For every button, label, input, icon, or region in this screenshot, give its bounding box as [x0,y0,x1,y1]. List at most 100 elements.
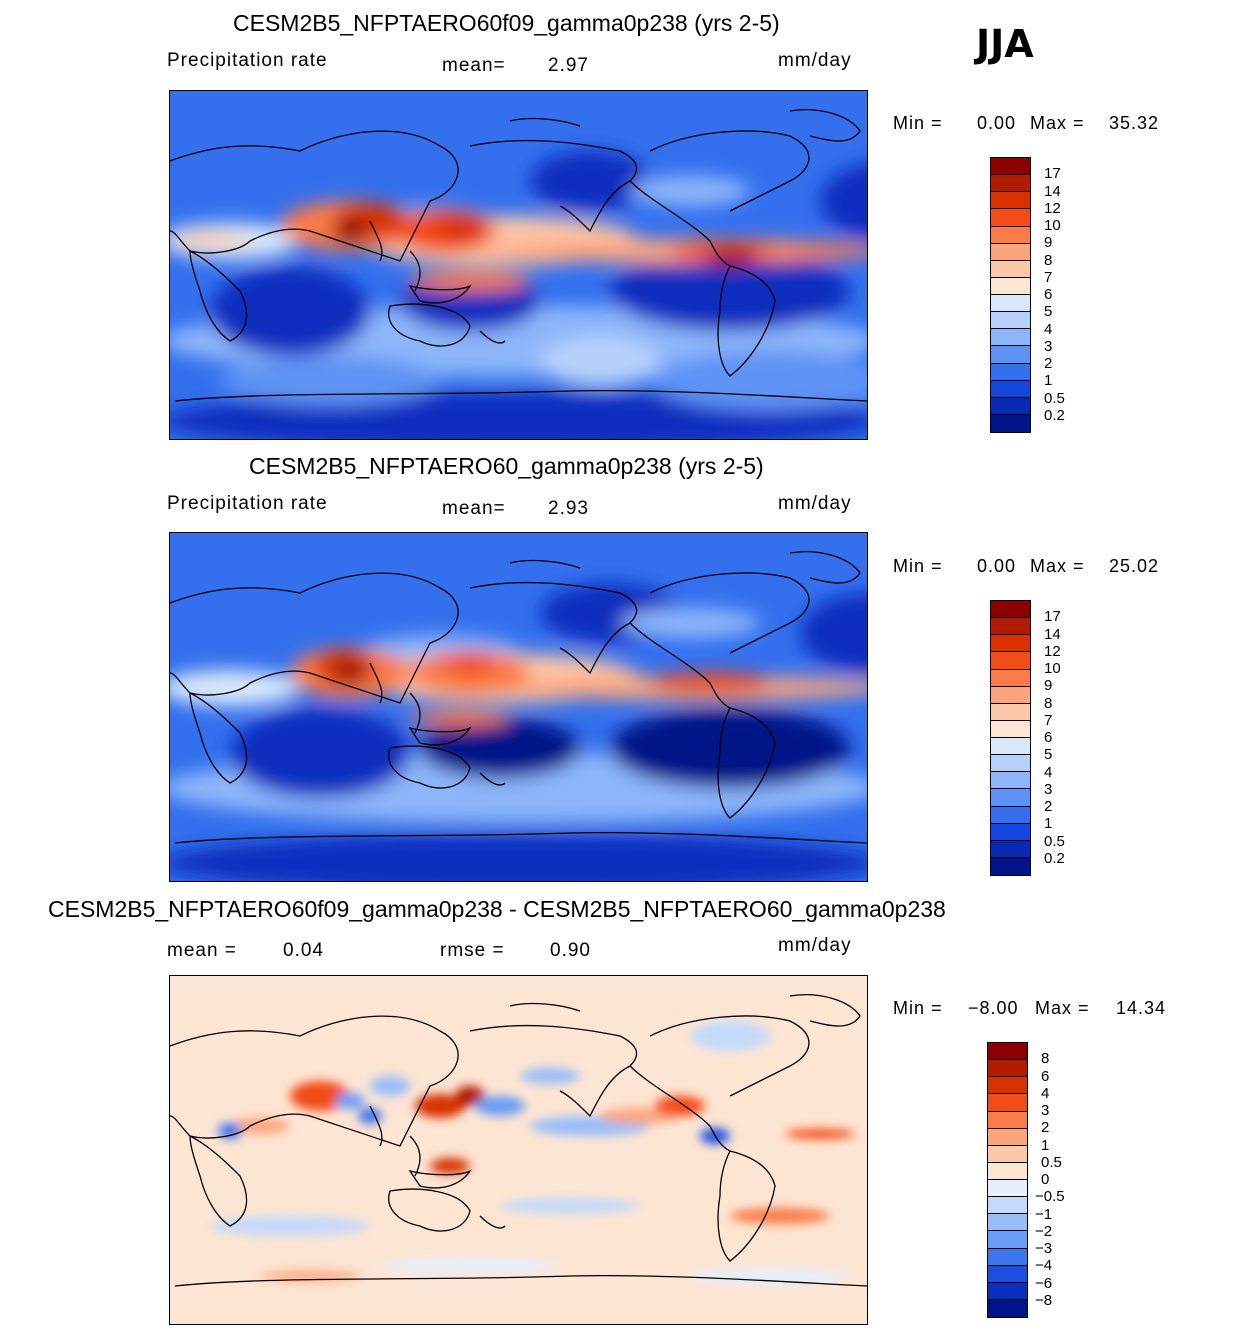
colorbar-tick-label: −2 [1035,1222,1053,1240]
colorbar-swatch [991,720,1030,738]
panel2-max-value: 25.02 [1109,556,1160,576]
colorbar-swatch [991,363,1030,381]
colorbar-swatch [991,635,1030,653]
colorbar-tick-label: 4 [1044,320,1053,338]
panel3-map-graphic [170,976,867,1324]
panel1-units: mm/day [778,50,852,71]
colorbar-tick-label: 9 [1044,677,1053,695]
colorbar-swatch [988,1077,1027,1095]
colorbar-swatch [991,857,1030,875]
colorbar-tick-label: −3 [1035,1240,1053,1257]
panel1-max-label: Max = [1030,113,1085,133]
colorbar-tick-label: 1 [1041,1136,1050,1154]
colorbar-swatch [991,755,1030,773]
colorbar-swatch [988,1282,1027,1300]
colorbar-swatch [991,175,1030,193]
colorbar-tick-label: 5 [1044,303,1053,321]
panel2-min-label: Min = [893,556,943,576]
panel3-mean-value: 0.04 [283,940,324,961]
colorbar-tick-label: 2 [1044,798,1053,815]
colorbar-tick-label: 0.5 [1041,1153,1062,1171]
colorbar-swatch [991,158,1030,176]
panel1-coastlines [170,109,867,402]
colorbar-tick-label: 10 [1044,217,1061,234]
colorbar-tick-label: 3 [1044,780,1053,798]
colorbar-swatch [988,1299,1027,1317]
colorbar-swatch [988,1162,1027,1180]
colorbar-swatch [991,840,1030,858]
panel2-colorbar-labels: 17 14 12 10 9 8 7 6 5 4 3 2 1 0.5 0.2 [1042,600,1102,876]
colorbar-tick-label: 0.2 [1044,406,1065,424]
colorbar-swatch [991,414,1030,432]
colorbar-tick-label: 7 [1044,711,1053,729]
colorbar-swatch [991,226,1030,244]
colorbar-swatch [991,806,1030,824]
colorbar-swatch [988,1231,1027,1249]
colorbar-swatch [988,1180,1027,1198]
colorbar-swatch [988,1265,1027,1283]
panel2-map [169,532,868,882]
colorbar-tick-label: −8 [1035,1291,1053,1309]
colorbar-swatch [991,312,1030,330]
panel3-title: CESM2B5_NFPTAERO60f09_gamma0p238 - CESM2… [48,896,946,922]
colorbar-tick-label: 12 [1044,642,1061,660]
colorbar-swatch [991,329,1030,347]
colorbar-swatch [991,243,1030,261]
panel1-mean-value: 2.97 [548,55,589,76]
colorbar-tick-label: −4 [1035,1257,1053,1275]
colorbar-tick-label: 14 [1044,625,1061,643]
panel3-rmse-label: rmse = [440,940,505,961]
colorbar-tick-label: −6 [1035,1274,1053,1292]
colorbar-swatch [988,1060,1027,1078]
colorbar-tick-label: 8 [1044,694,1053,712]
colorbar-tick-label: 0.5 [1044,832,1065,850]
panel3-max-value: 14.34 [1116,998,1167,1018]
colorbar-tick-label: 3 [1044,337,1053,355]
colorbar-tick-label: −1 [1035,1205,1053,1223]
colorbar-swatch [991,669,1030,687]
panel1-mean-label: mean= [442,55,506,76]
panel2-max-label: Max = [1030,556,1085,576]
panel1-min-label: Min = [893,113,943,133]
panel3-colorbar-labels: 8 6 4 3 2 1 0.5 0 −0.5 −1 −2 −3 −4 −6 −8 [1035,1042,1099,1318]
colorbar-swatch [988,1214,1027,1232]
panel2-units: mm/day [778,493,852,514]
colorbar-swatch [991,703,1030,721]
colorbar-swatch [991,346,1030,364]
colorbar-tick-label: −0.5 [1035,1188,1065,1206]
colorbar-tick-label: 6 [1044,729,1053,746]
colorbar-tick-label: 14 [1044,182,1061,200]
colorbar-swatch [988,1197,1027,1215]
panel3-units: mm/day [778,935,852,956]
colorbar-swatch [991,295,1030,313]
colorbar-swatch [991,209,1030,227]
colorbar-swatch [991,686,1030,704]
colorbar-tick-label: 0.5 [1044,389,1065,407]
colorbar-tick-label: 2 [1041,1119,1050,1137]
colorbar-swatch [991,823,1030,841]
colorbar-tick-label: 17 [1044,608,1061,626]
panel2-map-graphic [170,533,867,881]
colorbar-tick-label: 3 [1041,1102,1050,1119]
panel1-colorbar-labels: 17 14 12 10 9 8 7 6 5 4 3 2 1 0.5 0.2 [1042,157,1102,433]
colorbar-swatch [991,618,1030,636]
colorbar-tick-label: 6 [1041,1067,1050,1085]
colorbar-swatch [988,1145,1027,1163]
panel1-variable-label: Precipitation rate [167,50,328,71]
panel2-coastlines [170,551,867,844]
panel1-max-value: 35.32 [1109,113,1160,133]
colorbar-tick-label: 10 [1044,660,1061,677]
panel2-title: CESM2B5_NFPTAERO60_gamma0p238 (yrs 2-5) [249,453,764,479]
colorbar-tick-label: 17 [1044,165,1061,183]
colorbar-swatch [988,1111,1027,1129]
panel3-mean-label: mean = [167,940,237,961]
panel3-min-label: Min = [893,998,943,1018]
colorbar-swatch [988,1043,1027,1061]
colorbar-swatch [988,1128,1027,1146]
panel1-min-value: 0.00 [977,113,1017,133]
colorbar-tick-label: 4 [1044,763,1053,781]
colorbar-tick-label: 12 [1044,199,1061,217]
panel3-coastlines [170,994,867,1287]
colorbar-swatch [991,397,1030,415]
colorbar-swatch [991,772,1030,790]
